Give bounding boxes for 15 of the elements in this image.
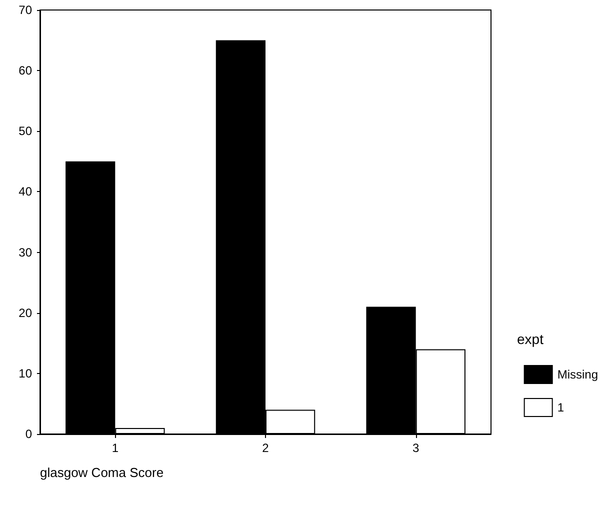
x-tick-label: 1 [112, 441, 119, 455]
x-axis-title: glasgow Coma Score [40, 465, 164, 480]
y-tick-label: 10 [18, 366, 32, 380]
y-tick-label: 70 [18, 3, 32, 17]
legend-title: expt [517, 331, 544, 347]
y-tick-label: 50 [18, 124, 32, 138]
x-tick-label: 3 [412, 441, 420, 455]
legend-label: Missing [557, 368, 598, 382]
y-tick-label: 40 [18, 184, 32, 199]
y-tick-label: 20 [18, 306, 32, 320]
x-tick-label: 2 [262, 441, 270, 455]
y-tick-label: 0 [25, 427, 32, 441]
y-tick-label: 30 [18, 245, 32, 260]
legend-label: 1 [557, 400, 564, 414]
y-tick-label: 60 [18, 64, 32, 78]
